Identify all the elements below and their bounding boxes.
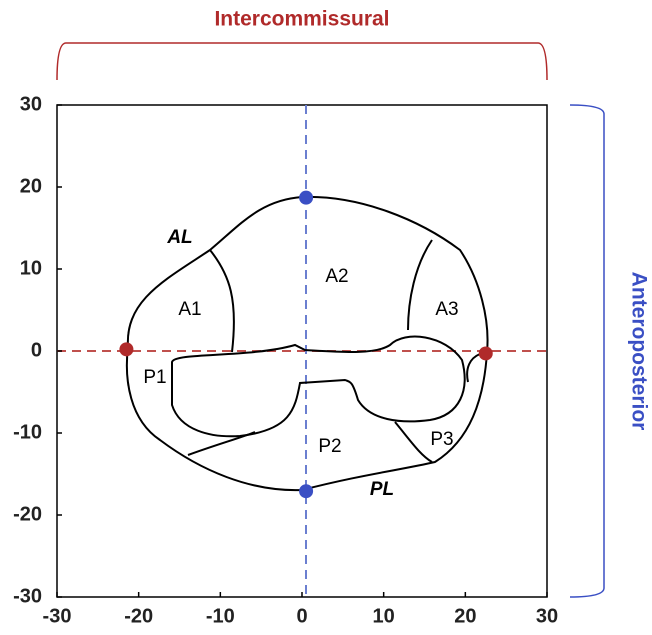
x-tick-label: -10 xyxy=(206,605,235,627)
x-tick-label: 0 xyxy=(296,605,307,627)
y-tick-label: 30 xyxy=(20,93,42,115)
annotation: P1 xyxy=(143,367,166,388)
y-tick-label: -30 xyxy=(13,585,42,607)
y-tick-label: 0 xyxy=(31,339,42,361)
chart: Intercommissural Anteroposterior AL A1 A… xyxy=(0,0,652,635)
top-label: Intercommissural xyxy=(214,8,389,31)
point xyxy=(299,484,313,498)
annotation: P3 xyxy=(430,429,453,450)
right-label: Anteroposterior xyxy=(627,272,650,431)
y-tick-label: 20 xyxy=(20,175,42,197)
top-bracket xyxy=(57,43,547,80)
x-tick-label: 10 xyxy=(373,605,395,627)
point xyxy=(119,342,133,356)
point xyxy=(299,191,313,205)
y-tick-label: -20 xyxy=(13,503,42,525)
y-tick-label: -10 xyxy=(13,421,42,443)
annotation: A3 xyxy=(435,299,458,320)
right-bracket xyxy=(570,105,604,597)
annotation: AL xyxy=(166,227,192,248)
point xyxy=(479,346,493,360)
x-tick-label: -20 xyxy=(124,605,153,627)
x-tick-label: -30 xyxy=(43,605,72,627)
annotation: A2 xyxy=(325,266,348,287)
annotation: A1 xyxy=(178,299,201,320)
annotation: PL xyxy=(370,479,394,500)
y-tick-label: 10 xyxy=(20,257,42,279)
x-tick-label: 30 xyxy=(536,605,558,627)
x-tick-label: 20 xyxy=(454,605,476,627)
annotation: P2 xyxy=(318,436,341,457)
